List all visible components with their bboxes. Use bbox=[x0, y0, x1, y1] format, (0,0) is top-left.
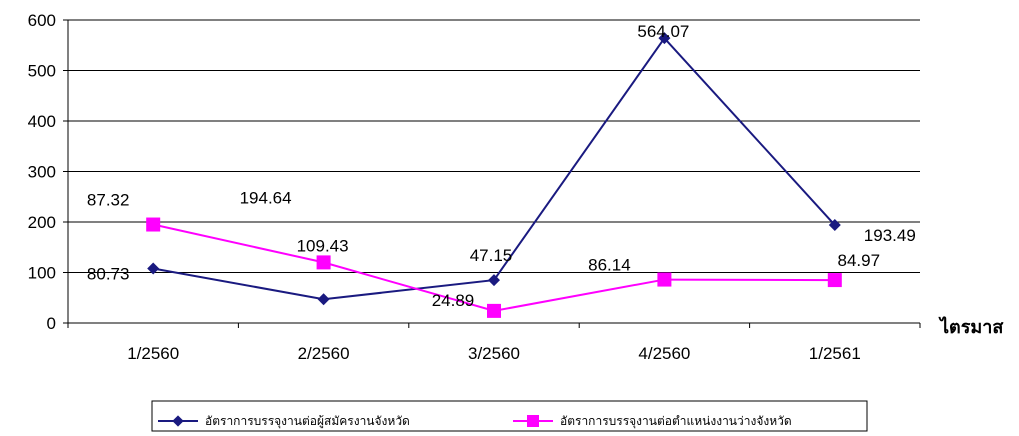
x-tick-label: 1/2561 bbox=[809, 344, 861, 363]
x-tick-label: 2/2560 bbox=[298, 344, 350, 363]
x-tick-label: 4/2560 bbox=[638, 344, 690, 363]
data-label: 80.73 bbox=[87, 264, 130, 283]
y-axis-ticks: 0 100 200 300 400 500 600 bbox=[28, 11, 56, 333]
x-tick-label: 3/2560 bbox=[468, 344, 520, 363]
point-marker bbox=[147, 262, 160, 275]
x-axis-title: ไตรมาส bbox=[938, 316, 1004, 338]
data-label: 564.07 bbox=[637, 22, 689, 41]
legend-marker-series-2 bbox=[527, 415, 539, 427]
legend: อัตราการบรรจุงานต่อผู้สมัครงานจังหวัด อั… bbox=[151, 400, 868, 432]
data-label: 24.89 bbox=[432, 291, 475, 310]
series-group bbox=[146, 32, 842, 318]
legend-box bbox=[151, 400, 868, 432]
y-tick-label: 400 bbox=[28, 112, 56, 131]
data-label: 109.43 bbox=[297, 236, 349, 255]
data-label: 47.15 bbox=[470, 246, 513, 265]
y-tick-label: 600 bbox=[28, 11, 56, 30]
legend-marker-series-1 bbox=[172, 415, 184, 427]
legend-entry-series-2: อัตราการบรรจุงานต่อตำแหน่งงานว่างจังหวัด bbox=[513, 414, 792, 429]
x-axis-ticks: 1/2560 2/2560 3/2560 4/2560 1/2561 bbox=[127, 344, 861, 363]
x-tick-label: 1/2560 bbox=[127, 344, 179, 363]
point-marker bbox=[146, 217, 161, 232]
point-marker bbox=[316, 255, 331, 270]
point-marker bbox=[657, 272, 672, 287]
y-tick-label: 500 bbox=[28, 62, 56, 81]
legend-label-series-1: อัตราการบรรจุงานต่อผู้สมัครงานจังหวัด bbox=[205, 414, 410, 429]
y-tick-label: 100 bbox=[28, 264, 56, 283]
point-marker bbox=[828, 219, 841, 232]
point-marker bbox=[827, 273, 842, 288]
y-tick-label: 300 bbox=[28, 163, 56, 182]
data-label: 193.49 bbox=[864, 226, 916, 245]
data-label: 87.32 bbox=[87, 191, 130, 210]
data-label: 86.14 bbox=[588, 256, 631, 275]
data-label: 194.64 bbox=[240, 188, 292, 207]
y-tick-label: 0 bbox=[47, 314, 56, 333]
point-marker bbox=[658, 32, 671, 45]
point-marker bbox=[317, 293, 330, 306]
axes bbox=[63, 19, 921, 328]
series-line-2 bbox=[152, 223, 835, 312]
legend-label-series-2: อัตราการบรรจุงานต่อตำแหน่งงานว่างจังหวัด bbox=[560, 414, 792, 429]
data-label: 84.97 bbox=[838, 251, 881, 270]
legend-entry-series-1: อัตราการบรรจุงานต่อผู้สมัครงานจังหวัด bbox=[158, 414, 410, 429]
grid-lines bbox=[68, 19, 920, 273]
y-tick-label: 200 bbox=[28, 213, 56, 232]
point-marker bbox=[488, 274, 500, 287]
point-marker bbox=[487, 303, 501, 318]
data-labels: 80.73 109.43 47.15 564.07 193.49 87.32 194.64 2… bbox=[87, 22, 916, 310]
